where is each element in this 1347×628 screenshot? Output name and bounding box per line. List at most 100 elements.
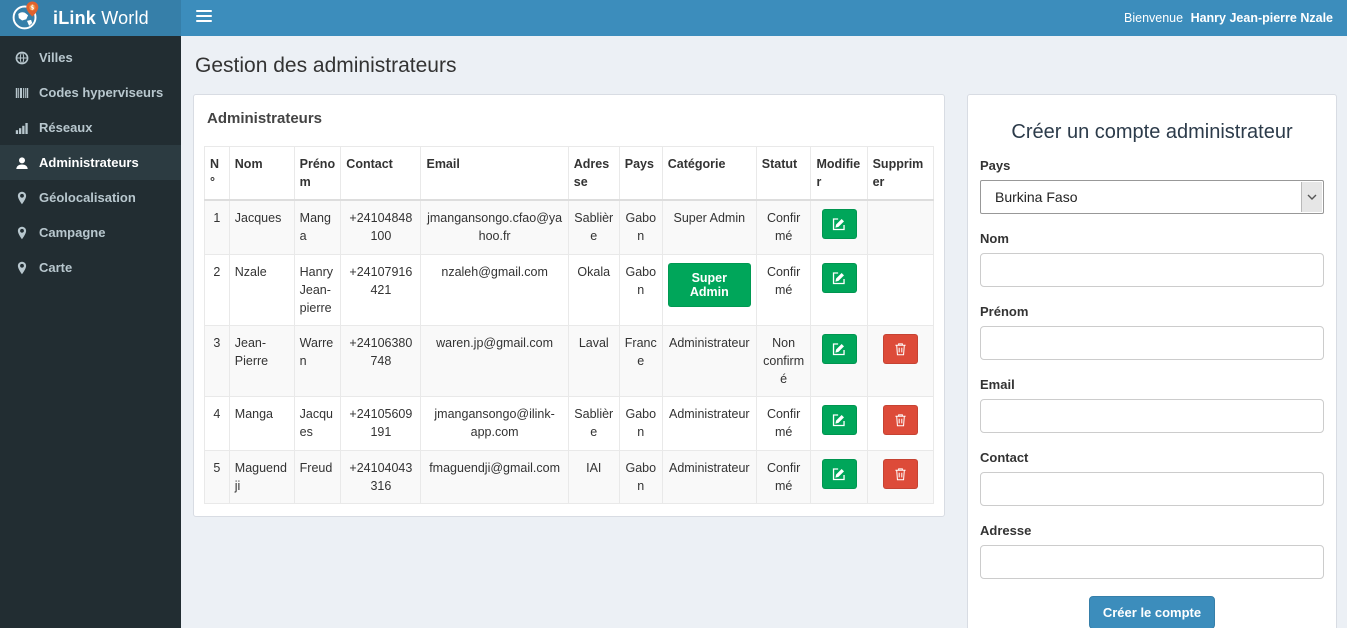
chevron-down-icon	[1301, 182, 1322, 212]
cell-prenom: Jacques	[293, 396, 342, 451]
cell-email: jmangansongo@ilink-app.com	[420, 396, 569, 451]
delete-button[interactable]	[882, 458, 918, 489]
sidebar-toggle-button[interactable]	[196, 10, 212, 24]
sidebar-nav: Villes Codes hyperviseurs Réseaux Admini…	[0, 36, 181, 628]
cell-email: fmaguendji@gmail.com	[420, 449, 569, 504]
brand-regular: World	[101, 7, 149, 28]
cell-nom: Jean-Pierre	[228, 324, 295, 398]
cell-nom: Maguendji	[228, 449, 295, 504]
table-row: 2 Nzale Hanry Jean-pierre +24107916421 n…	[204, 253, 935, 326]
edit-button[interactable]	[821, 209, 857, 240]
cell-categorie: Super Admin	[661, 199, 757, 255]
cell-pays: Gabon	[618, 253, 663, 326]
administrators-table: N° Nom Prénom Contact Email Adresse Pays…	[204, 146, 935, 504]
contact-field[interactable]	[980, 472, 1324, 506]
sidebar-item-label: Carte	[39, 260, 73, 275]
edit-button[interactable]	[821, 458, 857, 489]
sidebar-item-villes[interactable]: Villes	[0, 40, 181, 75]
cell-nom: Nzale	[228, 253, 295, 326]
sidebar-item-carte[interactable]: Carte	[0, 250, 181, 285]
table-row: 5 Maguendji Freud +24104043316 fmaguendj…	[204, 449, 935, 504]
cell-contact: +24104848100	[340, 199, 422, 255]
delete-button[interactable]	[882, 333, 918, 364]
edit-button[interactable]	[821, 262, 857, 293]
cell-statut: Confirmé	[755, 449, 812, 504]
welcome-prefix: Bienvenue	[1124, 11, 1184, 25]
cell-prenom: Hanry Jean-pierre	[293, 253, 342, 326]
edit-button[interactable]	[821, 405, 857, 436]
edit-pencil-icon	[832, 271, 845, 284]
col-header-pays: Pays	[618, 146, 663, 202]
pays-select[interactable]: Burkina Faso	[980, 180, 1324, 214]
app-logo[interactable]: $ iLink World	[0, 0, 181, 36]
cell-nom: Jacques	[228, 199, 295, 255]
adresse-field[interactable]	[980, 545, 1324, 579]
cell-adresse: Sablière	[567, 396, 620, 451]
pays-label: Pays	[980, 158, 1011, 173]
cell-pays: Gabon	[618, 449, 663, 504]
top-navbar: $ iLink World Bienvenue Hanry Jean-pierr…	[0, 0, 1347, 36]
cell-adresse: Okala	[567, 253, 620, 326]
sidebar-item-administrateurs[interactable]: Administrateurs	[0, 145, 181, 180]
delete-button[interactable]	[882, 405, 918, 436]
cell-num: 5	[204, 449, 230, 504]
sidebar-item-campagne[interactable]: Campagne	[0, 215, 181, 250]
cell-email: jmangansongo.cfao@yahoo.fr	[420, 199, 569, 255]
cell-contact: +24105609191	[340, 396, 422, 451]
col-header-email: Email	[420, 146, 569, 202]
edit-pencil-icon	[832, 414, 845, 427]
edit-pencil-icon	[832, 343, 845, 355]
map-marker-icon	[17, 261, 27, 274]
cell-nom: Manga	[228, 396, 295, 451]
main-content: Gestion des administrateurs Administrate…	[181, 36, 1347, 628]
cell-num: 3	[204, 324, 230, 398]
cell-statut: Confirmé	[755, 253, 812, 326]
cell-pays: France	[618, 324, 663, 398]
table-header-row: N° Nom Prénom Contact Email Adresse Pays…	[204, 146, 935, 202]
welcome-user-menu[interactable]: Bienvenue Hanry Jean-pierre Nzale	[1124, 0, 1333, 36]
cell-statut: Confirmé	[755, 199, 812, 255]
map-marker-icon	[17, 191, 27, 204]
map-marker-icon	[17, 226, 27, 239]
sidebar-item-codes-hyperviseurs[interactable]: Codes hyperviseurs	[0, 75, 181, 110]
cell-contact: +24104043316	[340, 449, 422, 504]
prenom-field[interactable]	[980, 326, 1324, 360]
nom-field[interactable]	[980, 253, 1324, 287]
email-field[interactable]	[980, 399, 1324, 433]
table-row: 1 Jacques Manga +24104848100 jmangansong…	[204, 199, 935, 255]
cell-prenom: Manga	[293, 199, 342, 255]
sidebar-item-label: Géolocalisation	[39, 190, 136, 205]
cell-categorie: Administrateur	[661, 396, 757, 451]
brand-bold: iLink	[53, 7, 97, 28]
cell-categorie: Administrateur	[661, 324, 757, 398]
pays-selected-value: Burkina Faso	[995, 189, 1078, 205]
globe-pin-logo-icon: $	[11, 0, 42, 36]
prenom-label: Prénom	[980, 304, 1029, 319]
create-account-button[interactable]: Créer le compte	[1088, 596, 1216, 628]
category-badge-button[interactable]: Super Admin	[667, 262, 751, 307]
cell-num: 1	[204, 199, 230, 255]
signal-bars-icon	[15, 122, 28, 134]
edit-button[interactable]	[821, 333, 857, 364]
contact-label: Contact	[980, 450, 1029, 465]
user-icon	[16, 156, 28, 169]
cell-contact: +24106380748	[340, 324, 422, 398]
trash-icon	[895, 343, 906, 356]
col-header-nom: Nom	[228, 146, 295, 202]
cell-num: 2	[204, 253, 230, 326]
sidebar-item-label: Administrateurs	[39, 155, 139, 170]
sidebar-item-label: Villes	[39, 50, 73, 65]
table-row: 4 Manga Jacques +24105609191 jmangansong…	[204, 396, 935, 451]
sidebar-item-geolocalisation[interactable]: Géolocalisation	[0, 180, 181, 215]
barcode-icon	[15, 87, 29, 98]
cell-supprimer-empty	[866, 199, 935, 255]
sidebar-item-label: Réseaux	[39, 120, 93, 135]
administrators-panel: Administrateurs N° Nom Prénom Contact Em…	[193, 94, 945, 517]
cell-email: nzaleh@gmail.com	[420, 253, 569, 326]
sidebar-item-label: Codes hyperviseurs	[39, 85, 164, 100]
sidebar-item-reseaux[interactable]: Réseaux	[0, 110, 181, 145]
cell-pays: Gabon	[618, 396, 663, 451]
col-header-modifier: Modifier	[810, 146, 868, 202]
col-header-prenom: Prénom	[293, 146, 342, 202]
page-title: Gestion des administrateurs	[195, 54, 457, 77]
